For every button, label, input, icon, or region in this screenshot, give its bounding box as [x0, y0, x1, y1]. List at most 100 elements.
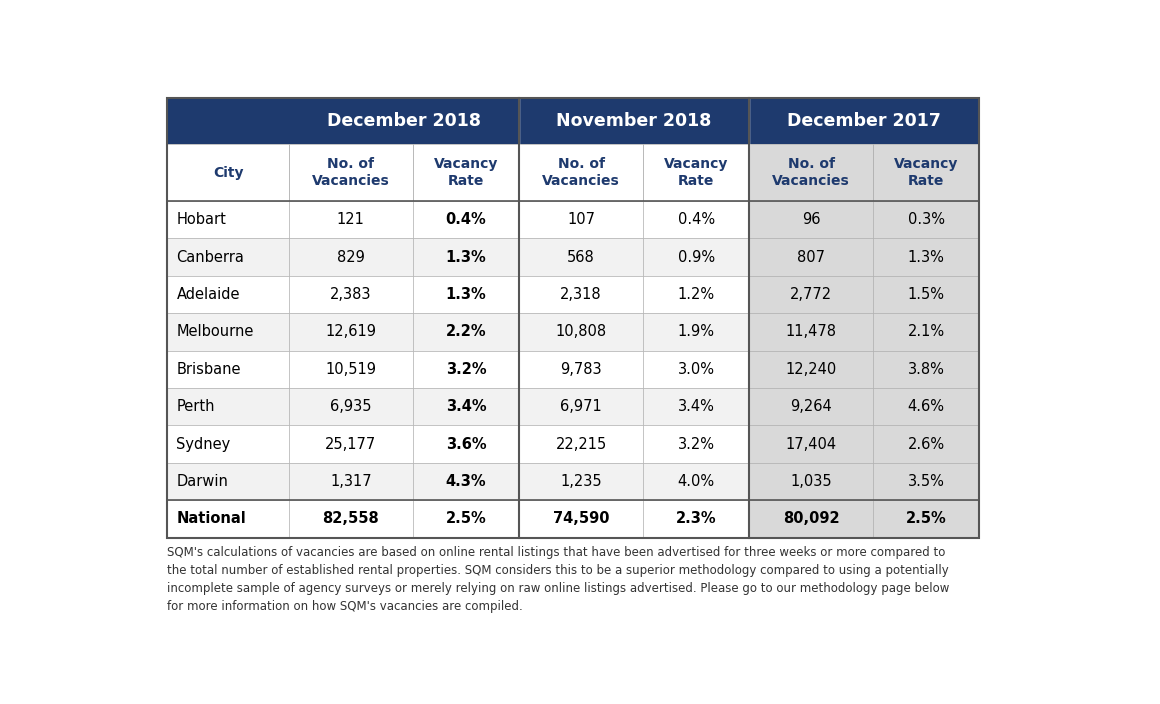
Bar: [519, 313, 643, 351]
Text: City: City: [213, 165, 244, 180]
Bar: [749, 463, 873, 501]
Bar: [643, 313, 749, 351]
Text: 1.9%: 1.9%: [677, 325, 715, 339]
Bar: [643, 351, 749, 388]
Bar: [873, 463, 979, 501]
Text: 0.4%: 0.4%: [445, 212, 486, 227]
Text: 3.2%: 3.2%: [677, 436, 715, 452]
Bar: [167, 144, 289, 201]
Text: 1.3%: 1.3%: [445, 287, 486, 302]
Text: 0.3%: 0.3%: [908, 212, 944, 227]
Bar: [167, 351, 289, 388]
Bar: [749, 276, 873, 313]
Text: 3.6%: 3.6%: [445, 436, 486, 452]
Text: 3.4%: 3.4%: [445, 399, 486, 414]
Text: 9,264: 9,264: [790, 399, 832, 414]
Text: 1,235: 1,235: [560, 474, 602, 489]
Bar: [289, 388, 413, 425]
Bar: [749, 425, 873, 463]
Bar: [289, 501, 413, 538]
Text: 4.3%: 4.3%: [445, 474, 486, 489]
Text: Canberra: Canberra: [176, 250, 245, 265]
Bar: [413, 351, 519, 388]
Bar: [167, 425, 289, 463]
Bar: [289, 351, 413, 388]
Bar: [519, 501, 643, 538]
Bar: [289, 276, 413, 313]
Text: 1.2%: 1.2%: [677, 287, 715, 302]
Bar: [289, 463, 413, 501]
Text: SQM's calculations of vacancies are based on online rental listings that have be: SQM's calculations of vacancies are base…: [167, 546, 950, 612]
Text: 829: 829: [336, 250, 364, 265]
Text: 11,478: 11,478: [785, 325, 836, 339]
Bar: [873, 276, 979, 313]
Text: Brisbane: Brisbane: [176, 362, 241, 377]
Text: 25,177: 25,177: [325, 436, 377, 452]
Text: No. of
Vacancies: No. of Vacancies: [312, 157, 390, 188]
Bar: [413, 425, 519, 463]
Text: 6,971: 6,971: [560, 399, 602, 414]
Bar: [413, 501, 519, 538]
Text: 6,935: 6,935: [331, 399, 371, 414]
Bar: [413, 201, 519, 239]
Bar: [519, 276, 643, 313]
Bar: [643, 144, 749, 201]
Text: 107: 107: [567, 212, 595, 227]
Bar: [749, 201, 873, 239]
Text: 9,783: 9,783: [560, 362, 602, 377]
Bar: [873, 144, 979, 201]
Text: Vacancy
Rate: Vacancy Rate: [434, 157, 498, 188]
Text: 1.3%: 1.3%: [908, 250, 944, 265]
Bar: [873, 201, 979, 239]
Text: Hobart: Hobart: [176, 212, 226, 227]
Bar: [289, 201, 413, 239]
Text: National: National: [176, 512, 246, 527]
Bar: [643, 501, 749, 538]
Text: 1.5%: 1.5%: [908, 287, 944, 302]
Bar: [167, 501, 289, 538]
Bar: [873, 425, 979, 463]
Text: 3.5%: 3.5%: [908, 474, 944, 489]
Bar: [519, 463, 643, 501]
Text: 2.5%: 2.5%: [445, 512, 486, 527]
Text: 4.0%: 4.0%: [677, 474, 715, 489]
Text: 2.2%: 2.2%: [445, 325, 486, 339]
Bar: [749, 388, 873, 425]
Text: 3.4%: 3.4%: [677, 399, 715, 414]
Text: Vacancy
Rate: Vacancy Rate: [894, 157, 958, 188]
Text: 1.3%: 1.3%: [445, 250, 486, 265]
Bar: [519, 201, 643, 239]
Text: 2.1%: 2.1%: [907, 325, 944, 339]
Bar: [873, 388, 979, 425]
Bar: [167, 239, 289, 276]
Bar: [413, 463, 519, 501]
Bar: [167, 201, 289, 239]
Bar: [519, 425, 643, 463]
Bar: [643, 463, 749, 501]
Bar: [519, 239, 643, 276]
Text: 807: 807: [797, 250, 825, 265]
Text: 2,318: 2,318: [560, 287, 602, 302]
Bar: [167, 388, 289, 425]
Text: 1,035: 1,035: [790, 474, 832, 489]
Text: December 2017: December 2017: [788, 112, 941, 130]
Bar: [873, 351, 979, 388]
Text: 3.2%: 3.2%: [445, 362, 486, 377]
Text: 3.0%: 3.0%: [677, 362, 715, 377]
Text: Darwin: Darwin: [176, 474, 229, 489]
Bar: [289, 425, 413, 463]
Bar: [643, 276, 749, 313]
Text: 12,240: 12,240: [785, 362, 836, 377]
Text: November 2018: November 2018: [557, 112, 712, 130]
Bar: [643, 388, 749, 425]
Text: No. of
Vacancies: No. of Vacancies: [542, 157, 619, 188]
Bar: [643, 201, 749, 239]
Text: Vacancy
Rate: Vacancy Rate: [664, 157, 728, 188]
Bar: [749, 239, 873, 276]
Bar: [643, 239, 749, 276]
Text: 1,317: 1,317: [331, 474, 371, 489]
Bar: [873, 501, 979, 538]
Text: 0.4%: 0.4%: [677, 212, 715, 227]
Bar: [749, 501, 873, 538]
Bar: [873, 239, 979, 276]
